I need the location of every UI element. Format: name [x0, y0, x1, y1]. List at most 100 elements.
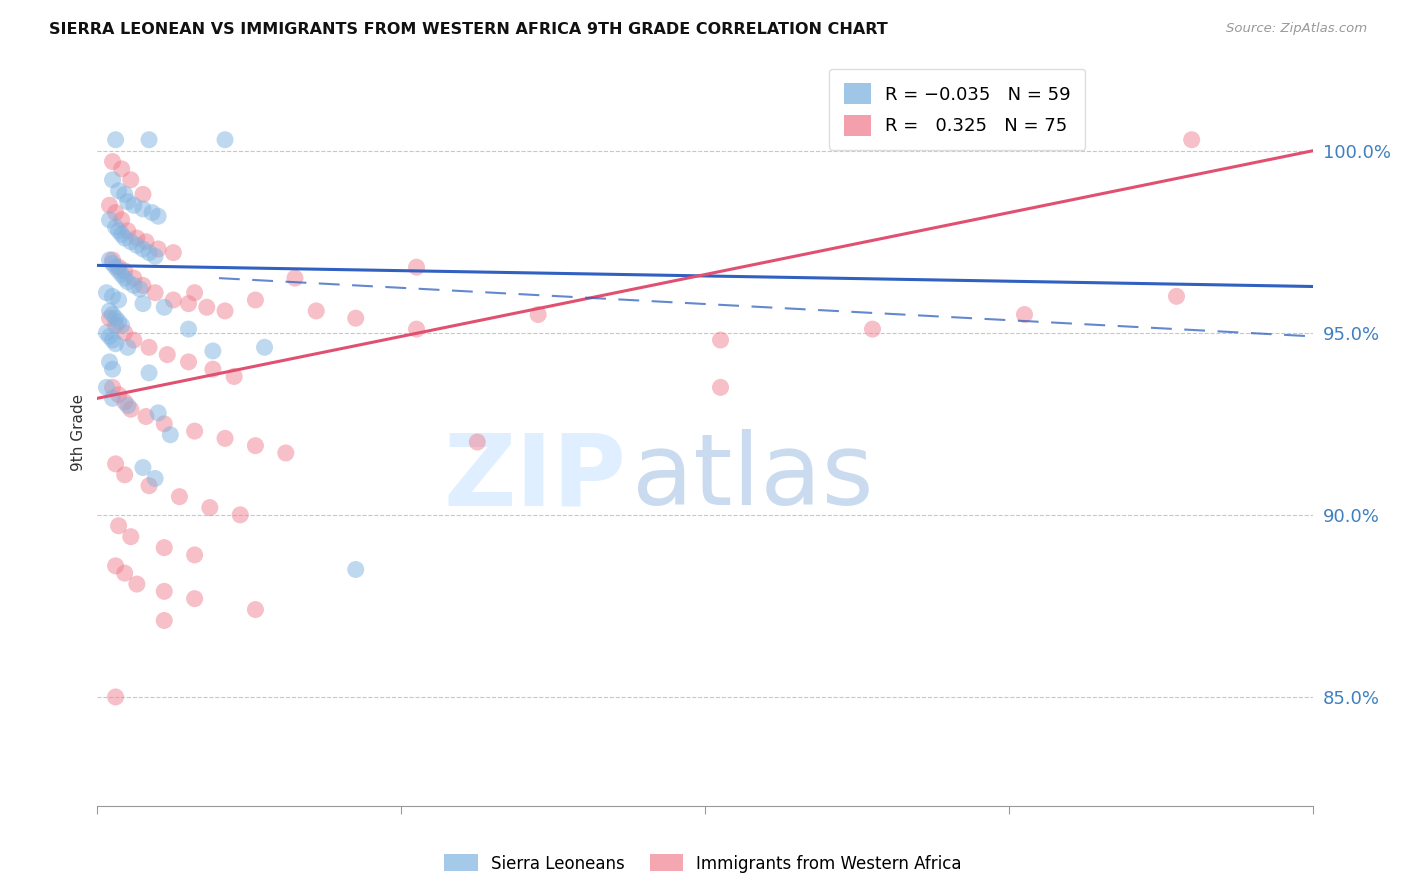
Text: Source: ZipAtlas.com: Source: ZipAtlas.com — [1226, 22, 1367, 36]
Point — [344, 311, 367, 326]
Point — [96, 326, 118, 340]
Point — [146, 209, 169, 223]
Point — [98, 329, 121, 343]
Point — [122, 278, 145, 293]
Point — [104, 220, 127, 235]
Point — [224, 369, 246, 384]
Point — [117, 224, 139, 238]
Point — [107, 260, 129, 275]
Point — [114, 566, 136, 581]
Point — [214, 304, 236, 318]
Point — [1014, 308, 1036, 322]
Point — [153, 541, 176, 555]
Point — [201, 343, 224, 358]
Point — [125, 238, 148, 252]
Point — [138, 340, 160, 354]
Text: SIERRA LEONEAN VS IMMIGRANTS FROM WESTERN AFRICA 9TH GRADE CORRELATION CHART: SIERRA LEONEAN VS IMMIGRANTS FROM WESTER… — [49, 22, 889, 37]
Point — [117, 275, 139, 289]
Point — [135, 409, 157, 424]
Point — [132, 278, 155, 293]
Point — [245, 439, 267, 453]
Point — [153, 584, 176, 599]
Point — [245, 602, 267, 616]
Text: atlas: atlas — [633, 429, 875, 526]
Y-axis label: 9th Grade: 9th Grade — [72, 394, 86, 472]
Legend: R = −0.035   N = 59, R =   0.325   N = 75: R = −0.035 N = 59, R = 0.325 N = 75 — [830, 69, 1085, 150]
Point — [405, 260, 427, 275]
Point — [104, 133, 127, 147]
Point — [284, 271, 307, 285]
Point — [98, 304, 121, 318]
Point — [114, 231, 136, 245]
Point — [101, 308, 124, 322]
Point — [104, 311, 127, 326]
Point — [709, 333, 731, 347]
Point — [465, 435, 488, 450]
Point — [143, 471, 166, 485]
Point — [111, 318, 134, 333]
Point — [117, 399, 139, 413]
Point — [177, 355, 200, 369]
Point — [125, 231, 148, 245]
Point — [138, 245, 160, 260]
Point — [107, 293, 129, 307]
Point — [214, 133, 236, 147]
Point — [111, 212, 134, 227]
Point — [1166, 289, 1188, 303]
Point — [101, 173, 124, 187]
Point — [98, 311, 121, 326]
Point — [98, 198, 121, 212]
Point — [98, 212, 121, 227]
Legend: Sierra Leoneans, Immigrants from Western Africa: Sierra Leoneans, Immigrants from Western… — [437, 847, 969, 880]
Point — [253, 340, 276, 354]
Point — [177, 322, 200, 336]
Point — [114, 271, 136, 285]
Point — [183, 424, 205, 438]
Point — [98, 355, 121, 369]
Point — [101, 333, 124, 347]
Point — [177, 296, 200, 310]
Point — [101, 154, 124, 169]
Point — [153, 417, 176, 431]
Point — [101, 256, 124, 270]
Point — [114, 326, 136, 340]
Point — [114, 187, 136, 202]
Point — [141, 205, 163, 219]
Point — [862, 322, 884, 336]
Point — [104, 690, 127, 704]
Point — [159, 427, 181, 442]
Point — [101, 252, 124, 267]
Point — [107, 387, 129, 401]
Point — [998, 133, 1021, 147]
Point — [114, 264, 136, 278]
Point — [117, 194, 139, 209]
Point — [183, 285, 205, 300]
Point — [120, 402, 142, 417]
Point — [305, 304, 328, 318]
Point — [201, 362, 224, 376]
Point — [1181, 133, 1204, 147]
Point — [169, 490, 191, 504]
Point — [101, 362, 124, 376]
Point — [153, 614, 176, 628]
Point — [146, 406, 169, 420]
Point — [183, 591, 205, 606]
Point — [125, 577, 148, 591]
Point — [104, 205, 127, 219]
Point — [107, 184, 129, 198]
Point — [104, 318, 127, 333]
Point — [114, 395, 136, 409]
Point — [120, 235, 142, 249]
Point — [138, 366, 160, 380]
Point — [120, 173, 142, 187]
Point — [162, 245, 184, 260]
Point — [138, 133, 160, 147]
Point — [98, 252, 121, 267]
Point — [104, 457, 127, 471]
Point — [107, 224, 129, 238]
Point — [96, 285, 118, 300]
Point — [120, 530, 142, 544]
Point — [101, 380, 124, 394]
Point — [132, 242, 155, 256]
Point — [104, 336, 127, 351]
